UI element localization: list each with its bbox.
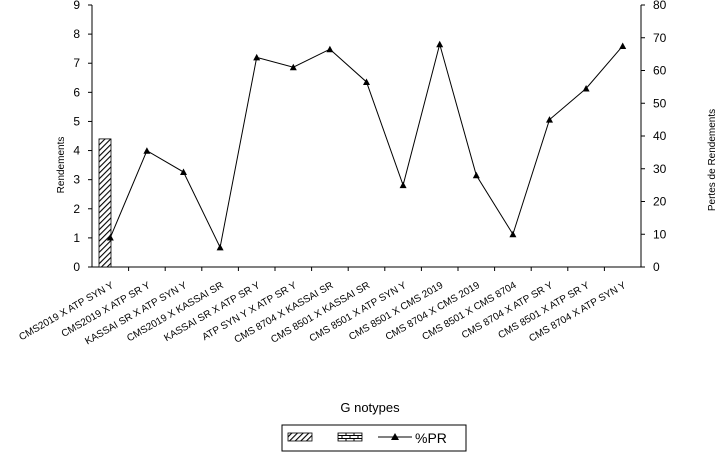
series-point [363,78,370,85]
legend-swatch-hatched [287,432,313,442]
series-point [582,85,590,92]
series-lines [106,40,627,251]
legend-triangle-marker [391,433,399,440]
series-point [399,181,407,189]
left-tick-label: 8 [73,27,80,41]
left-tick-label: 1 [73,231,80,245]
left-y-ticks: 0 1 2 3 4 5 6 7 8 9 [73,0,92,274]
left-tick-label: 3 [73,173,80,187]
right-tick-label: 80 [653,0,667,12]
right-tick-label: 0 [653,260,660,274]
series-point [180,168,187,176]
series-point [106,234,114,241]
bar [98,138,112,268]
right-tick-label: 60 [653,64,667,78]
series-point [216,243,224,251]
legend-box [281,424,467,452]
series-point [509,230,517,238]
left-tick-label: 9 [73,0,80,12]
bars [98,138,112,268]
y-axis-title-left: Rendements [56,137,67,194]
right-tick-label: 10 [653,227,667,241]
x-axis-title: G notypes [340,400,400,415]
series-point [472,171,480,179]
series-point [436,40,444,48]
left-tick-label: 4 [73,144,80,158]
left-tick-label: 5 [73,114,80,128]
series-point [253,53,261,61]
left-tick-label: 0 [73,260,80,274]
right-tick-label: 20 [653,195,667,209]
right-tick-label: 40 [653,129,667,143]
left-tick-label: 7 [73,56,80,70]
series-point [546,116,553,123]
legend-swatch-brick [337,432,363,442]
x-ticks [128,267,605,271]
series-point [326,45,334,53]
series-point [143,147,151,154]
right-tick-label: 30 [653,162,667,176]
right-tick-label: 70 [653,31,667,45]
series-point [289,63,297,71]
series-point [619,42,627,49]
legend: %PR [281,424,467,452]
legend-label-pr: %PR [415,430,447,446]
left-tick-label: 6 [73,85,80,99]
left-tick-label: 2 [73,202,80,216]
y-axis-title-right: Pertes de Rendements [707,109,718,211]
right-tick-label: 50 [653,96,667,110]
right-y-ticks: 0 10 20 30 40 50 60 70 80 [641,0,667,274]
series-line [109,42,624,249]
